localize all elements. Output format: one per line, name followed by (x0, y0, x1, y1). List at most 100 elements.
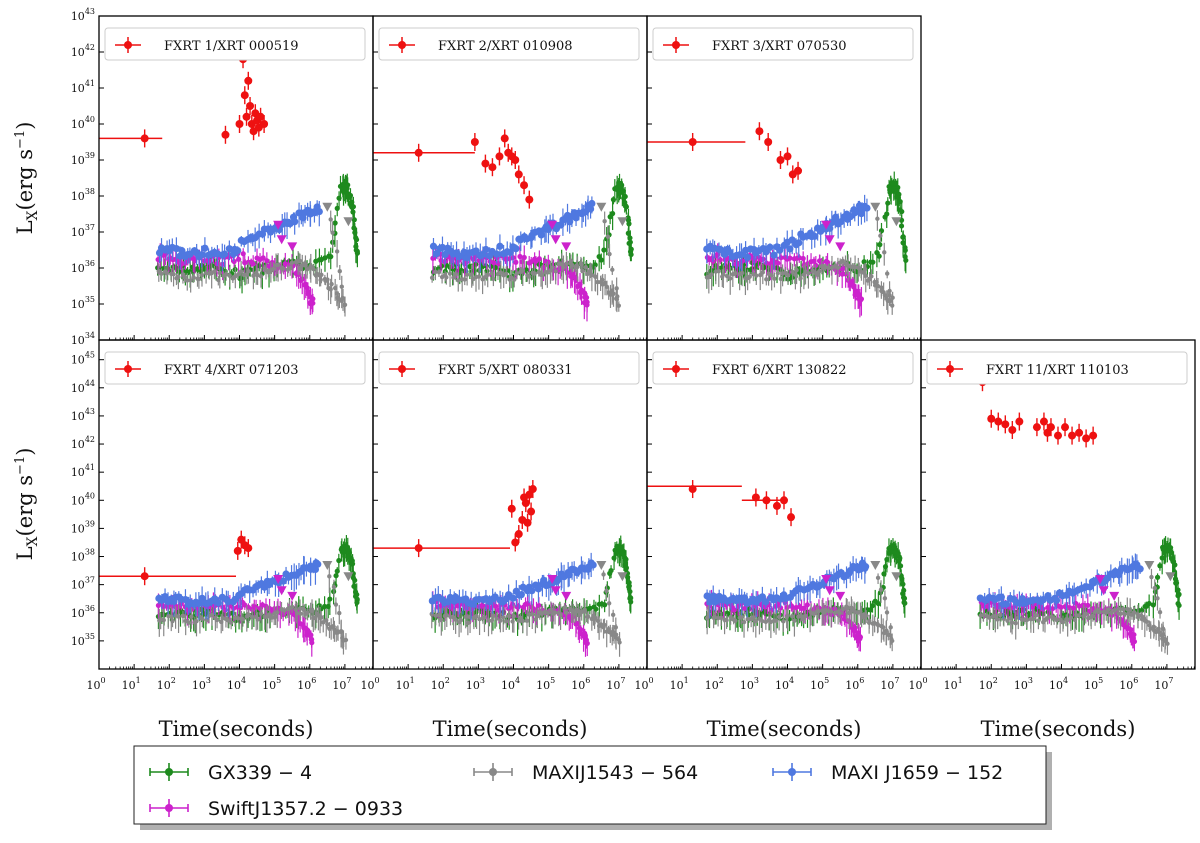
ref-point (739, 270, 745, 276)
ref-point (1139, 607, 1145, 614)
ref-point (1155, 596, 1160, 601)
ref-point (240, 616, 246, 622)
ref-point (182, 274, 187, 280)
x-tick-label: 105 (262, 676, 281, 692)
fxrt-point (987, 414, 996, 423)
x-tick-label: 101 (670, 676, 689, 692)
upper-limit-marker (322, 202, 333, 212)
ref-point (506, 248, 514, 257)
x-tick-label: 105 (810, 676, 829, 692)
upper-limit-marker (1165, 572, 1176, 582)
ref-point (598, 257, 604, 263)
ref-point (339, 629, 344, 634)
ref-point (444, 613, 449, 618)
ref-point (875, 575, 881, 581)
fxrt-point (772, 501, 781, 510)
ref-point (613, 625, 619, 630)
ref-point (198, 251, 206, 259)
legend-marker (165, 804, 173, 812)
ref-point (553, 269, 558, 274)
legend-label: GX339 − 4 (208, 762, 312, 784)
ref-point (584, 302, 590, 308)
ref-point (840, 258, 845, 263)
ref-point (187, 269, 193, 275)
upper-limit-marker (596, 560, 607, 570)
ref-point (745, 616, 750, 622)
ref-point (521, 254, 527, 261)
upper-limit-marker (1144, 560, 1155, 570)
x-tick-label: 103 (466, 676, 485, 692)
ref-point (491, 613, 496, 618)
x-tick-label: 104 (227, 676, 246, 692)
ref-point (878, 233, 883, 238)
fxrt-point (140, 134, 149, 143)
x-tick-label: 103 (1014, 676, 1033, 692)
ref-point (733, 618, 738, 623)
ref-point (601, 572, 606, 577)
x-tick-label: 105 (1084, 676, 1103, 692)
ref-point (798, 276, 803, 281)
ref-point (251, 273, 256, 278)
fxrt-point (244, 544, 253, 553)
ref-point (718, 615, 724, 621)
ref-point (1104, 610, 1109, 615)
panel-5: FXRT 5/XRT 080331 (372, 339, 648, 670)
ref-point (800, 255, 806, 262)
ref-point (433, 613, 438, 618)
ref-point (1002, 600, 1010, 608)
fxrt-point (787, 513, 796, 522)
ref-point (987, 615, 992, 620)
y-tick-label: 1038 (71, 187, 95, 203)
fxrt-point (994, 417, 1003, 426)
ref-point (1112, 608, 1117, 613)
ref-point (884, 556, 890, 563)
fxrt-point (764, 138, 773, 146)
ref-point (837, 610, 842, 616)
ref-point (172, 244, 180, 253)
ref-point (862, 563, 870, 571)
ref-point (220, 615, 225, 621)
ref-point (517, 591, 525, 599)
ref-point (456, 278, 461, 283)
ref-point (164, 271, 170, 276)
ref-point (482, 245, 490, 254)
x-axis-label: Time(seconds) (981, 717, 1136, 741)
ref-point (869, 274, 874, 279)
ref-point (537, 231, 545, 239)
ref-point (214, 599, 222, 607)
ref-point (234, 247, 242, 255)
legend-label: MAXIJ1543 − 564 (532, 762, 698, 784)
ref-point (1058, 604, 1064, 610)
series-maxi1659 (976, 553, 1144, 620)
ref-point (258, 274, 264, 279)
ref-point (790, 614, 795, 619)
ref-point (334, 249, 340, 254)
ref-point (602, 622, 607, 628)
upper-limit-marker (617, 572, 628, 582)
ref-point (592, 262, 598, 268)
ref-point (1001, 616, 1007, 622)
x-tick-label: 103 (192, 676, 211, 692)
x-tick-label: 101 (396, 676, 415, 692)
ref-point (993, 613, 998, 619)
ref-point (472, 247, 480, 255)
ref-point (706, 274, 712, 280)
ref-point (621, 552, 627, 558)
panel-legend: FXRT 5/XRT 080331 (378, 351, 640, 385)
ref-point (185, 278, 190, 283)
ref-point (275, 605, 281, 611)
ref-point (739, 614, 744, 620)
ref-point (575, 264, 580, 269)
ref-point (605, 234, 611, 239)
upper-limit-marker (343, 572, 354, 582)
ref-point (1009, 620, 1015, 625)
ref-point (1176, 602, 1182, 609)
ref-point (772, 276, 777, 281)
ref-point (733, 270, 738, 276)
x-tick-label: 101 (122, 676, 141, 692)
ref-point (429, 275, 435, 280)
ref-point (760, 270, 765, 275)
x-tick-label: 100 (360, 676, 379, 692)
ref-point (491, 260, 497, 266)
legend-label: MAXI J1659 − 152 (831, 762, 1003, 784)
